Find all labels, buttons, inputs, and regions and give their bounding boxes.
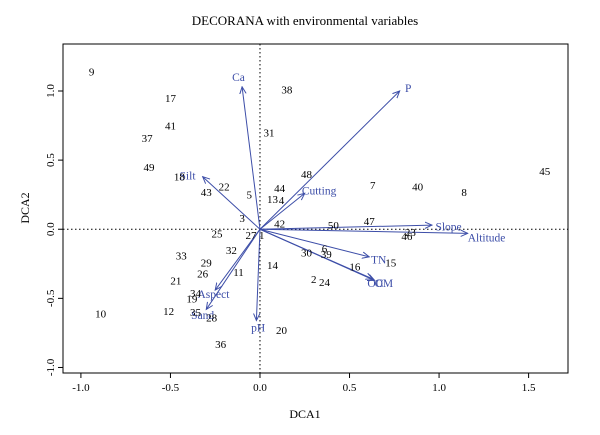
vector-label-tn: TN [371, 255, 387, 267]
site-label-12: 12 [163, 306, 174, 318]
vector-arrow-slope [259, 225, 432, 230]
vector-label-cutting: Cutting [302, 186, 337, 198]
site-label-18: 18 [174, 172, 186, 184]
site-label-21: 21 [170, 275, 181, 287]
vector-label-om: OM [375, 278, 394, 290]
site-label-7: 7 [370, 180, 376, 192]
y-tick-label: 1.0 [45, 84, 57, 98]
plot-frame [62, 43, 569, 374]
vector-label-silt: Silt [180, 170, 197, 182]
site-label-37: 37 [142, 133, 154, 145]
site-label-2: 2 [311, 274, 317, 286]
vector-arrow-ca [242, 87, 261, 230]
reference-lines [63, 44, 568, 373]
site-label-10: 10 [95, 309, 107, 321]
site-label-28: 28 [206, 313, 218, 325]
y-tick-label: -1.0 [45, 358, 57, 376]
x-tick-label: 0.5 [343, 382, 357, 394]
site-label-19: 19 [186, 293, 198, 305]
vector-label-sand: Sand [191, 310, 214, 322]
vector-label-altitude: Altitude [468, 233, 506, 245]
site-label-27: 27 [246, 230, 258, 242]
site-label-23: 23 [405, 227, 417, 239]
site-label-20: 20 [276, 325, 288, 337]
site-label-4: 4 [279, 195, 285, 207]
x-tick-label: 0.0 [253, 382, 267, 394]
site-label-16: 16 [349, 262, 361, 274]
site-label-33: 33 [176, 251, 188, 263]
site-label-17: 17 [165, 93, 177, 105]
y-tick-label: -0.5 [45, 289, 57, 307]
site-label-22: 22 [219, 181, 230, 193]
site-label-41: 41 [165, 121, 176, 133]
site-label-8: 8 [461, 187, 467, 199]
site-label-47: 47 [364, 216, 376, 228]
site-label-3: 3 [239, 213, 245, 225]
vector-arrow-silt [203, 177, 261, 230]
vector-arrow-tn [259, 228, 369, 257]
site-label-42: 42 [274, 219, 285, 231]
vector-label-ph: pH [251, 322, 265, 334]
vector-arrow-aspect [215, 228, 261, 290]
site-label-40: 40 [412, 181, 424, 193]
vector-label-aspect: Aspect [197, 289, 230, 301]
vector-label-slope: Slope [435, 221, 461, 233]
vector-arrow-om [259, 228, 375, 280]
site-label-9: 9 [89, 67, 95, 79]
y-tick-label: 0.0 [45, 222, 57, 236]
site-label-13: 13 [267, 194, 279, 206]
x-axis-label: DCA1 [289, 407, 320, 421]
site-label-36: 36 [215, 339, 227, 351]
site-label-48: 48 [301, 169, 313, 181]
x-tick-label: -1.0 [72, 382, 90, 394]
site-label-26: 26 [197, 268, 209, 280]
site-label-14: 14 [267, 260, 279, 272]
site-label-1: 1 [259, 230, 265, 242]
site-label-31: 31 [263, 127, 274, 139]
site-label-29: 29 [201, 257, 213, 269]
vector-label-ca: Ca [232, 72, 245, 84]
site-label-49: 49 [143, 162, 155, 174]
x-tick-label: 1.5 [522, 382, 536, 394]
y-axis: -1.0 -0.5 0.0 0.5 1.0 [45, 84, 63, 376]
site-label-43: 43 [201, 187, 213, 199]
site-label-25: 25 [212, 228, 224, 240]
site-label-34: 34 [190, 288, 202, 300]
site-label-44: 44 [274, 183, 286, 195]
site-label-24: 24 [319, 277, 331, 289]
site-label-30: 30 [301, 248, 313, 260]
site-label-38: 38 [281, 85, 293, 97]
chart-title: DECORANA with environmental variables [192, 13, 418, 28]
site-label-5: 5 [246, 190, 252, 202]
vector-arrow-altitude [259, 228, 468, 233]
vector-label-oc: OC [367, 278, 383, 290]
vector-label-p: P [405, 83, 411, 95]
site-label-50: 50 [328, 220, 340, 232]
site-label-6: 6 [322, 244, 328, 256]
y-tick-label: 0.5 [45, 153, 57, 167]
site-label-46: 46 [401, 231, 413, 243]
vector-arrow-sand [206, 228, 261, 309]
site-label-15: 15 [385, 257, 397, 269]
x-axis: -1.0 -0.5 0.0 0.5 1.0 1.5 [72, 373, 536, 394]
site-label-39: 39 [321, 249, 333, 261]
site-label-32: 32 [226, 245, 237, 257]
site-label-11: 11 [233, 267, 244, 279]
vector-arrow-cutting [259, 193, 305, 230]
y-axis-label: DCA2 [18, 192, 32, 223]
site-label-35: 35 [190, 307, 202, 319]
vector-arrow-p [259, 91, 400, 230]
vector-arrow-ph [256, 229, 261, 320]
x-tick-label: 1.0 [432, 382, 446, 394]
site-label-45: 45 [539, 166, 551, 178]
x-tick-label: -0.5 [162, 382, 180, 394]
